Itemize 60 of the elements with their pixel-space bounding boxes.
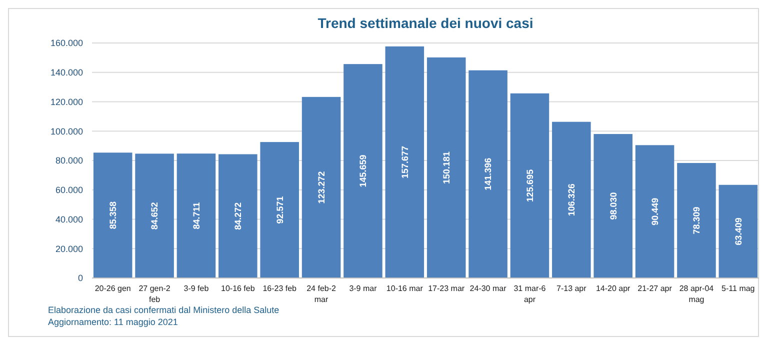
- bar: [135, 154, 174, 278]
- x-tick-label: 24 feb-2 mar: [306, 284, 337, 304]
- y-tick-label: 40.000: [55, 214, 83, 224]
- data-label: 90.449: [650, 198, 660, 226]
- y-tick-label: 0: [78, 273, 83, 284]
- data-label: 106.326: [566, 184, 577, 216]
- x-tick-label: 5-11 mag: [722, 284, 755, 293]
- x-tick-label: 10-16 feb: [221, 284, 256, 293]
- y-tick-label: 60.000: [55, 185, 83, 196]
- data-label: 84.711: [191, 202, 202, 230]
- x-tick-label: 28 apr-04 mag: [679, 284, 714, 304]
- bar: [635, 145, 674, 278]
- x-tick-label: 7-13 apr: [556, 284, 587, 293]
- y-tick-label: 140.000: [50, 68, 83, 78]
- data-label: 85.358: [108, 202, 118, 230]
- bar: [93, 152, 132, 278]
- x-tick-label: 21-27 apr: [638, 284, 672, 293]
- x-tick-label: 27 gen-2 feb: [138, 284, 171, 304]
- data-label: 98.030: [608, 192, 618, 220]
- chart-title: Trend settimanale dei nuovi casi: [318, 15, 534, 31]
- bar: [594, 134, 632, 278]
- text: Aggiornamento: 11 maggio 2021: [48, 317, 178, 327]
- bar: [718, 184, 758, 278]
- data-label: 150.181: [441, 151, 452, 184]
- x-tick-label: 20-26 gen: [94, 284, 131, 293]
- x-tick-label: 16-23 feb: [262, 284, 298, 293]
- x-tick-label: 17-23 mar: [428, 284, 465, 293]
- data-label: 92.571: [274, 196, 285, 224]
- data-label: 145.659: [358, 154, 368, 188]
- y-tick-label: 20.000: [55, 244, 83, 254]
- data-label: 78.309: [692, 206, 702, 234]
- x-tick-label: 14-20 apr: [596, 284, 631, 293]
- bar: [385, 46, 424, 278]
- x-tick-label: 31 mar-6 apr: [514, 284, 546, 304]
- x-tick-label: 10-16 mar: [386, 284, 424, 293]
- y-tick-label: 80.000: [55, 156, 83, 166]
- bar: [344, 64, 382, 278]
- x-tick-label: 24-30 mar: [470, 284, 507, 293]
- text: Elaborazione da casi confermati dal Ministero della Salute: [48, 305, 280, 315]
- bar: [677, 162, 716, 278]
- data-label: 125.695: [524, 169, 535, 202]
- bar: [510, 93, 550, 278]
- x-tick-label: 3-9 mar: [349, 284, 378, 293]
- bar: [176, 154, 216, 278]
- data-label: 141.396: [483, 158, 494, 190]
- bar: [468, 70, 508, 278]
- bar: [426, 57, 466, 278]
- x-tick-label: 3-9 feb: [184, 284, 210, 293]
- data-label: 157.677: [400, 146, 410, 178]
- data-label: 63.409: [733, 218, 744, 246]
- data-label: 84.652: [150, 202, 160, 230]
- bar: [260, 142, 299, 278]
- bar: [552, 122, 591, 278]
- bar: [302, 96, 341, 278]
- data-label: 84.272: [233, 202, 244, 230]
- y-tick-label: 100.000: [50, 126, 83, 136]
- y-tick-label: 160.000: [50, 38, 83, 48]
- data-label: 123.272: [316, 171, 326, 204]
- bar: [218, 154, 258, 278]
- y-tick-label: 120.000: [50, 96, 83, 107]
